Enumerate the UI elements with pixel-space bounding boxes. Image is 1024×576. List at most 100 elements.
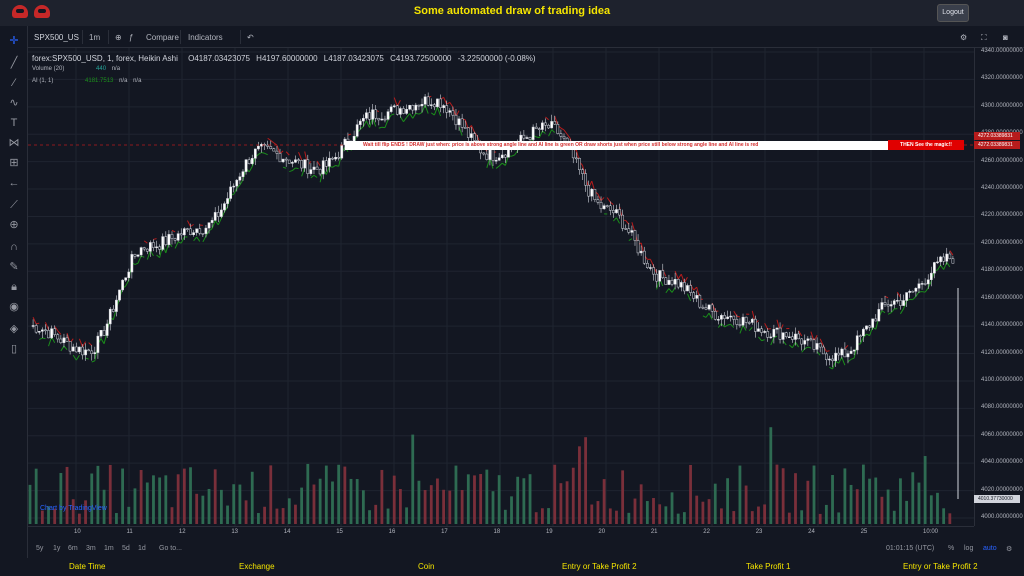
range-3m[interactable]: 3m <box>86 545 96 552</box>
candle-body <box>358 120 362 125</box>
volume-value: 440 <box>96 66 107 72</box>
trend-line-icon[interactable]: ╱ <box>10 57 18 69</box>
range-1m[interactable]: 1m <box>104 545 114 552</box>
pencil-lock-icon[interactable]: ✎ <box>9 261 19 273</box>
volume-bar <box>781 468 785 524</box>
pattern-icon[interactable]: ⋈ <box>8 137 20 149</box>
back-arrow-icon[interactable]: ← <box>8 177 20 189</box>
auto-toggle[interactable]: auto <box>983 545 997 552</box>
utc-clock[interactable]: 01:01:15 (UTC) <box>886 545 935 552</box>
text-icon[interactable]: T <box>10 117 18 129</box>
indicators-button[interactable]: Indicators <box>188 33 223 42</box>
candle-body <box>757 328 760 332</box>
percent-toggle[interactable]: % <box>948 545 955 552</box>
ai-line-segment <box>251 156 256 167</box>
fib-icon[interactable]: ⁄ <box>13 77 15 89</box>
ai-line-segment <box>912 296 917 300</box>
ai-line-segment <box>63 345 68 350</box>
volume-bar <box>361 490 365 524</box>
compare-button[interactable]: Compare <box>146 33 179 42</box>
interval-selector[interactable]: 1m <box>89 33 101 42</box>
brush-icon[interactable]: ∿ <box>9 97 19 109</box>
ai-line-segment <box>835 360 839 364</box>
ai-study-label[interactable]: AI (1, 1) <box>32 78 54 84</box>
candle-body <box>309 169 313 174</box>
volume-bars <box>28 427 952 524</box>
ai-line-segment <box>430 112 435 116</box>
volume-bar <box>170 507 174 524</box>
volume-study-label[interactable]: Volume (20) <box>32 66 65 72</box>
volume-bar <box>392 475 396 524</box>
time-axis[interactable]: 10 11 12 13 14 15 16 17 18 19 20 21 22 23 24 25 10:00 <box>28 526 974 538</box>
prediction-icon[interactable]: ⊞ <box>9 157 19 169</box>
legend-title[interactable]: forex:SPX500_USD, 1, forex, Heikin Ashi <box>32 54 178 63</box>
candle-body <box>142 247 146 250</box>
undo-icon[interactable]: ↶ <box>247 33 254 42</box>
candle-body <box>686 285 689 292</box>
settings-icon[interactable]: ⚙ <box>960 33 968 42</box>
eye-icon[interactable]: ◉ <box>9 301 19 313</box>
ai-line-segment <box>946 261 951 268</box>
settings-icon[interactable]: ⚙ <box>1006 546 1013 553</box>
range-5y[interactable]: 5y <box>36 545 44 552</box>
time-tick-label: 21 <box>650 529 658 535</box>
candle-body <box>90 350 94 355</box>
price-tick-label: 4160.00000000 <box>981 294 1023 301</box>
symbol-search[interactable]: SPX500_US <box>34 33 79 42</box>
candle-body <box>920 283 924 285</box>
candle-body <box>676 279 680 288</box>
status-bar: Date Time Exchange Coin Entry or Take Pr… <box>0 558 1024 576</box>
ai-line-segment <box>470 125 475 133</box>
zoom-icon[interactable]: ⊕ <box>9 219 19 231</box>
ai-line-segment <box>261 152 265 154</box>
candle-body <box>593 189 597 200</box>
ruler-icon[interactable]: ⟋ <box>10 199 18 211</box>
layers-icon[interactable]: ◈ <box>9 323 19 335</box>
tradingview-watermark[interactable]: Chart by TradingView <box>40 505 107 512</box>
volume-bar <box>652 498 655 524</box>
ai-line-segment <box>795 341 800 348</box>
add-icon[interactable]: ⊕ <box>115 33 122 42</box>
range-1y[interactable]: 1y <box>53 545 61 552</box>
price-chart[interactable] <box>28 48 974 526</box>
candle-body <box>213 212 217 221</box>
ai-line-segment <box>822 345 827 352</box>
ai-line-segment <box>295 167 299 170</box>
candle-body <box>772 329 776 338</box>
camera-icon[interactable]: ◙ <box>1003 33 1008 42</box>
range-6m[interactable]: 6m <box>68 545 78 552</box>
candle-body <box>291 162 294 164</box>
trash-icon[interactable]: ▯ <box>10 343 18 355</box>
ai-line-segment <box>217 217 222 226</box>
candle-body <box>232 185 236 188</box>
logout-button[interactable]: Logout <box>937 4 969 22</box>
candle-body <box>633 230 637 241</box>
range-5d[interactable]: 5d <box>122 545 130 552</box>
fullscreen-icon[interactable]: ⛶ <box>981 33 987 42</box>
candle-body <box>840 348 844 356</box>
volume-bar <box>874 477 878 524</box>
candle-body <box>855 335 859 351</box>
candle-body <box>108 308 112 325</box>
candle-body <box>436 98 439 108</box>
log-toggle[interactable]: log <box>964 545 974 552</box>
candle-body <box>87 349 90 352</box>
volume-bar <box>491 491 495 524</box>
candle-body <box>886 304 890 307</box>
ai-line-segment <box>733 310 738 317</box>
range-1d[interactable]: 1d <box>138 545 146 552</box>
magnet-icon[interactable]: ∩ <box>10 241 18 253</box>
lock-icon[interactable]: 🔒︎ <box>11 281 17 293</box>
fx-icon[interactable]: ƒ <box>129 33 134 42</box>
volume-bar <box>676 513 680 524</box>
candle-body <box>732 315 736 320</box>
crosshair-icon[interactable]: ✛ <box>9 35 19 47</box>
ai-line-segment <box>748 327 753 332</box>
price-scale[interactable]: 4340.00000000 4320.00000000 4300.00000000 4… <box>974 48 1024 526</box>
candle-body <box>741 316 745 326</box>
volume-bar <box>281 508 285 524</box>
goto-button[interactable]: Go to... <box>159 545 182 552</box>
volume-bar <box>905 500 909 524</box>
candle-body <box>760 328 763 333</box>
volume-bar <box>145 482 149 524</box>
